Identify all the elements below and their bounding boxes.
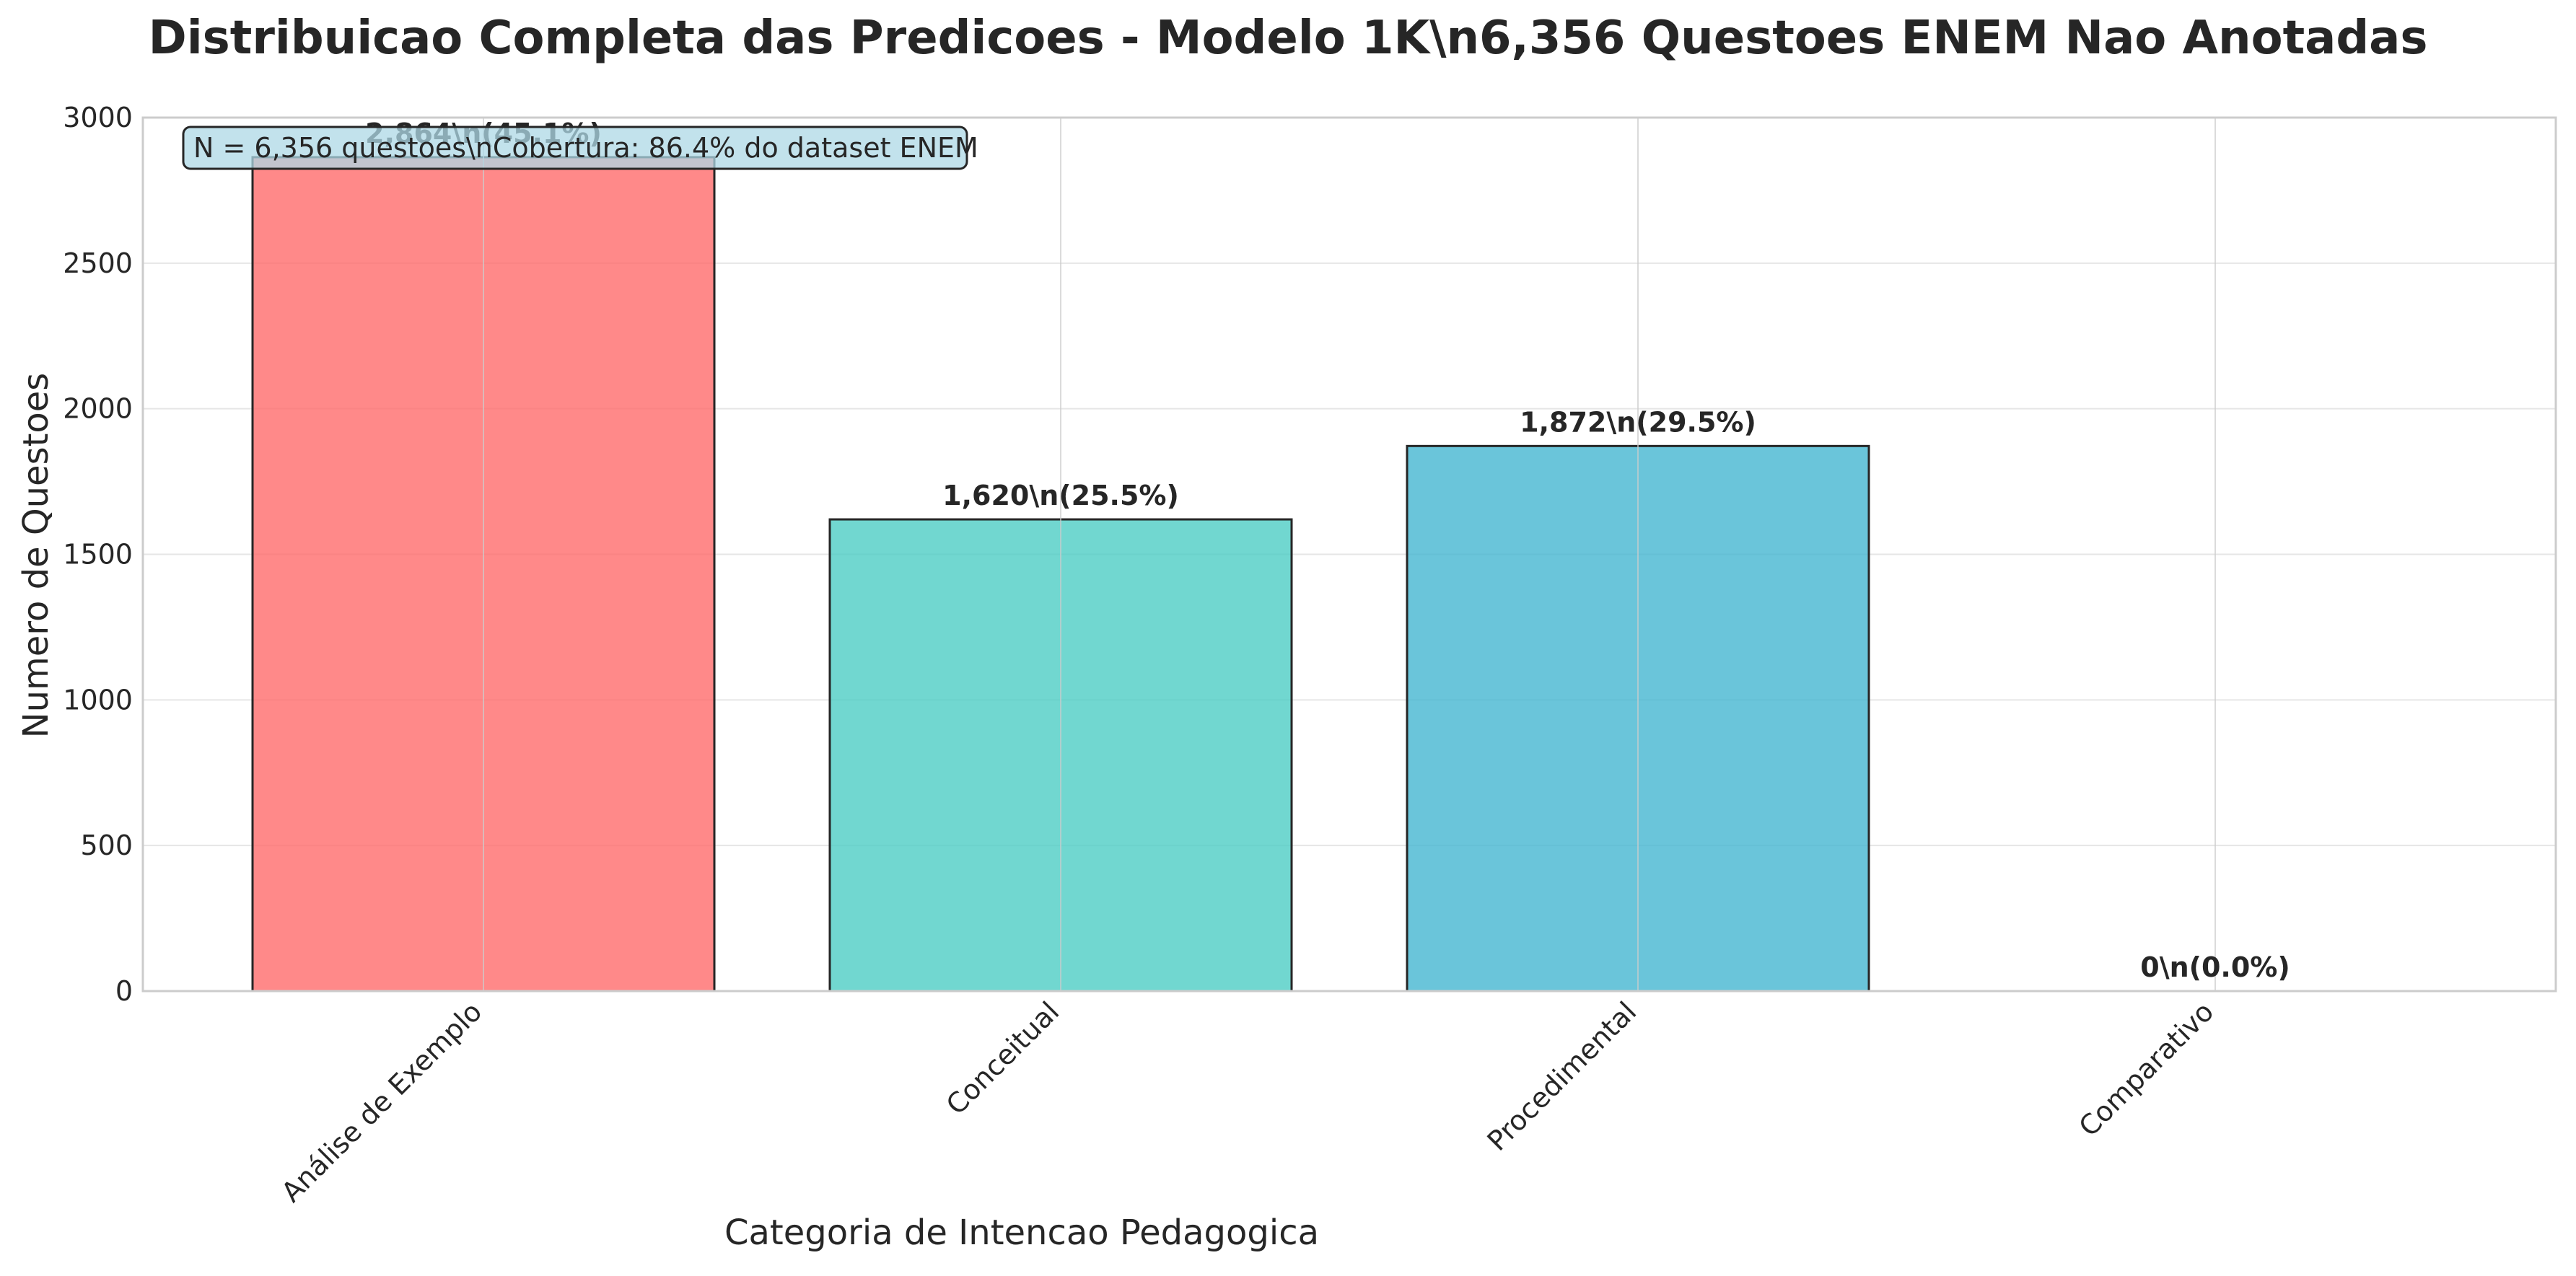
x-axis-ticks: Análise de Exemplo Conceitual Procedimenta… bbox=[276, 995, 2220, 1208]
y-tick-label: 2500 bbox=[63, 247, 133, 279]
chart-title: Distribuicao Completa das Predicoes - Mo… bbox=[149, 12, 2428, 65]
info-box: N = 6,356 questoes\nCobertura: 86.4% do … bbox=[182, 126, 978, 170]
y-tick-label: 1000 bbox=[63, 684, 133, 716]
y-axis-label: Numero de Questoes bbox=[16, 373, 56, 739]
y-tick-label: 3000 bbox=[63, 102, 133, 133]
info-box-text: N = 6,356 questoes\nCobertura: 86.4% do … bbox=[193, 132, 978, 164]
y-tick-label: 1500 bbox=[63, 539, 133, 571]
plot-frame bbox=[141, 116, 2557, 993]
data-label: 1,872\n(29.5%) bbox=[1520, 406, 1756, 438]
x-tick-label: Conceitual bbox=[940, 995, 1066, 1121]
x-tick-label: Comparativo bbox=[2072, 995, 2220, 1143]
y-tick-label: 500 bbox=[80, 830, 133, 861]
y-tick-label: 0 bbox=[115, 975, 133, 1007]
x-axis-label: Categoria de Intencao Pedagogica bbox=[724, 1213, 1319, 1253]
data-label: 0\n(0.0%) bbox=[2140, 951, 2290, 983]
y-axis-ticks: 0 500 1000 1500 2000 2500 3000 bbox=[63, 102, 133, 1007]
vertical-grid-lines bbox=[483, 118, 2216, 991]
data-label: 1,620\n(25.5%) bbox=[942, 480, 1179, 511]
info-box-background bbox=[182, 126, 968, 170]
x-tick-label: Procedimental bbox=[1481, 995, 1643, 1157]
x-tick-label: Análise de Exemplo bbox=[276, 995, 489, 1208]
y-tick-label: 2000 bbox=[63, 393, 133, 425]
